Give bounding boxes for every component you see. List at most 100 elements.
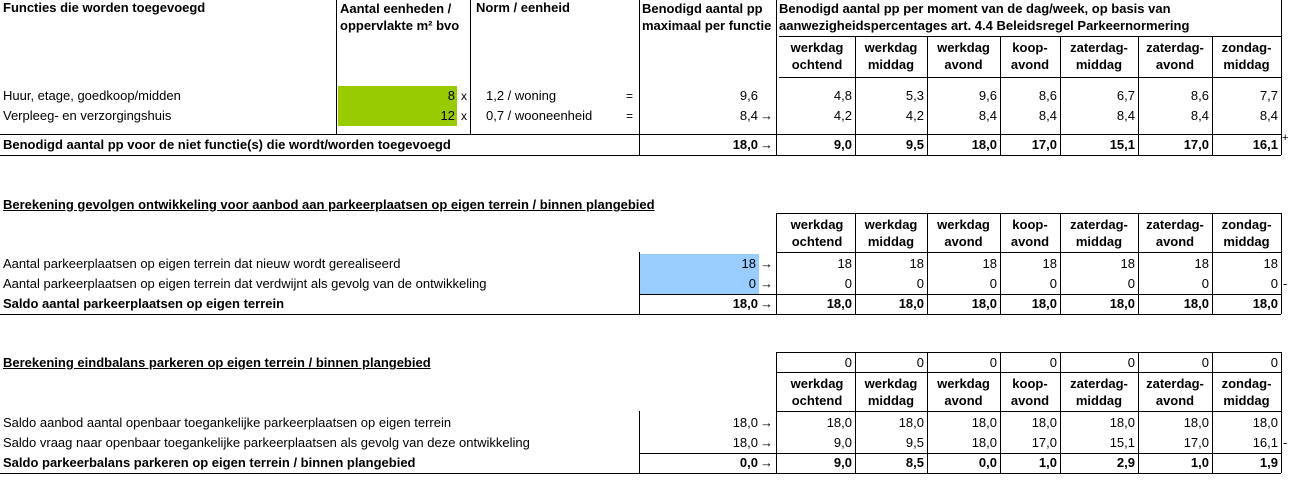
grid-line [336, 0, 337, 134]
grid-line [0, 134, 1281, 135]
input-highlight-aantal [338, 86, 457, 126]
grid-line [1138, 36, 1139, 155]
row-value: 9,6 [978, 88, 997, 103]
grid-line [1281, 0, 1282, 36]
row-max: 9,6 [739, 88, 758, 103]
period-header: zaterdag- avond [1146, 217, 1204, 249]
period-header: werkdag ochtend [790, 40, 844, 72]
zero-value: 0 [844, 355, 852, 370]
row-name: Saldo aanbod aantal openbaar toegankelij… [3, 415, 452, 430]
total-value: 2,9 [1116, 455, 1135, 470]
input-highlight-parkeerplaatsen [640, 254, 759, 294]
row-value: 0 [1201, 276, 1209, 291]
row-value: 15,1 [1109, 435, 1135, 450]
row-value: 18,0 [1183, 415, 1209, 430]
period-header: zondag- middag [1221, 217, 1272, 249]
row-value: 6,7 [1116, 88, 1135, 103]
row-value: 0 [1127, 276, 1135, 291]
period-header: werkdag avond [937, 40, 990, 72]
arrow-icon: → [760, 108, 773, 123]
total-value: 1,0 [1190, 455, 1209, 470]
row-value-main: 18,0 [732, 435, 758, 450]
header-norm: Norm / eenheid [476, 0, 570, 15]
row-value: 7,7 [1259, 88, 1278, 103]
grid-line [927, 36, 928, 155]
total-value: 18,0 [1109, 296, 1135, 311]
row-value: 18 [837, 256, 852, 271]
period-header: werkdag ochtend [790, 217, 844, 249]
row-value: 9,0 [833, 435, 852, 450]
grid-line [855, 36, 856, 155]
row-aantal: 12 [440, 108, 455, 123]
row-value: 18,0 [826, 415, 852, 430]
zero-value: 0 [1127, 355, 1135, 370]
grid-line [855, 213, 856, 314]
total-value: 8,5 [905, 455, 924, 470]
row-value: 8,4 [1259, 108, 1278, 123]
row-value: 0 [844, 276, 852, 291]
total-value: 9,0 [833, 455, 852, 470]
period-header: werkdag middag [864, 40, 918, 72]
grid-line [776, 213, 1281, 214]
grid-line [639, 294, 1281, 295]
total-value: 17,0 [1183, 137, 1209, 152]
grid-line [1000, 352, 1001, 473]
row-value: 18 [1194, 256, 1209, 271]
grid-line [927, 213, 928, 314]
row-value: 18,0 [1031, 415, 1057, 430]
grid-line [776, 252, 1281, 253]
row-value: 8,6 [1190, 88, 1209, 103]
grid-line [779, 36, 1281, 37]
grid-line [776, 352, 1281, 353]
header-benodigd-max: Benodigd aantal pp maximaal per functie [642, 1, 772, 33]
row-value: 18,0 [971, 435, 997, 450]
total-value: 18,0 [971, 296, 997, 311]
arrow-icon: → [760, 256, 773, 271]
dash-sign: - [1283, 276, 1288, 291]
period-header: koop- avond [1010, 376, 1050, 408]
period-header: koop- avond [1010, 217, 1050, 249]
period-header: werkdag avond [937, 376, 990, 408]
grid-line [1060, 213, 1061, 314]
total-value: 18,0 [971, 137, 997, 152]
row-name: Huur, etage, goedkoop/midden [3, 88, 181, 103]
s3-total-value: 0,0 [739, 455, 758, 470]
period-header: werkdag middag [864, 217, 918, 249]
period-header: zaterdag- avond [1146, 40, 1204, 72]
row-value: 18 [1263, 256, 1278, 271]
s3-total-label: Saldo parkeerbalans parkeren op eigen te… [3, 455, 416, 470]
row-value: 4,2 [905, 108, 924, 123]
grid-line [0, 473, 1281, 474]
grid-line [855, 352, 856, 473]
grid-line [1212, 352, 1213, 473]
period-header: zondag- middag [1221, 40, 1272, 72]
total-value: 16,1 [1252, 137, 1278, 152]
zero-value: 0 [1270, 355, 1278, 370]
row-value: 0 [916, 276, 924, 291]
period-header: werkdag ochtend [790, 376, 844, 408]
row-value: 18 [909, 256, 924, 271]
row-value: 0 [1270, 276, 1278, 291]
grid-line [639, 0, 640, 155]
total-value: 18,0 [898, 296, 924, 311]
arrow-icon: → [760, 415, 773, 430]
grid-line [776, 352, 777, 473]
row-value: 18,0 [898, 415, 924, 430]
grid-line [779, 77, 1281, 78]
row-value: 4,2 [833, 108, 852, 123]
section2-title: Berekening gevolgen ontwikkeling voor aa… [3, 197, 655, 212]
row-value: 17,0 [1031, 435, 1057, 450]
row-name: Aantal parkeerplaatsen op eigen terrein … [3, 276, 487, 291]
row-input: 18 [741, 256, 756, 271]
zero-value: 0 [1049, 355, 1057, 370]
grid-line [776, 411, 1281, 412]
grid-line [1281, 352, 1282, 473]
grid-line [639, 411, 640, 473]
grid-line [639, 252, 640, 314]
grid-line [1060, 36, 1061, 155]
row-value: 9,5 [905, 435, 924, 450]
grid-line [1060, 352, 1061, 473]
arrow-icon: → [760, 455, 773, 470]
total-value: 9,0 [833, 137, 852, 152]
row-norm: 1,2 / woning [486, 88, 557, 103]
